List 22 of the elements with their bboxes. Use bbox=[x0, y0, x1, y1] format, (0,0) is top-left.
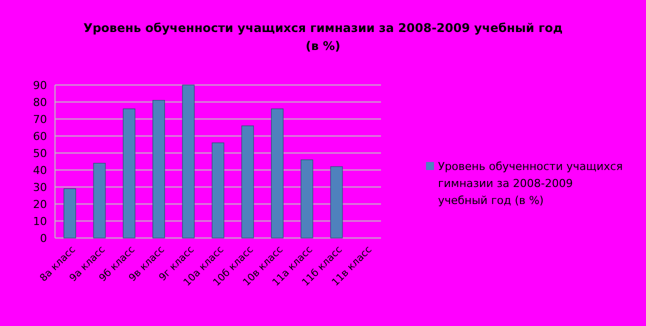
bar bbox=[152, 100, 165, 238]
y-tick-label: 80 bbox=[33, 96, 47, 109]
legend-label: Уровень обученности учащихся гимназии за 2008-2009 учебный год (в %) bbox=[438, 160, 623, 207]
bar bbox=[330, 166, 343, 238]
bar bbox=[122, 108, 136, 238]
y-tick-label: 50 bbox=[33, 146, 47, 160]
bar bbox=[241, 126, 254, 238]
chart-title: Уровень обученности учащихся гимназии за 2008-2009 учебный год (в %) bbox=[83, 21, 563, 53]
bar bbox=[182, 84, 195, 238]
bar bbox=[271, 108, 284, 238]
y-tick-label: 20 bbox=[33, 198, 47, 211]
bar bbox=[212, 142, 224, 238]
y-tick-label: 10 bbox=[33, 214, 47, 228]
bar bbox=[93, 162, 106, 238]
y-tick-label: 60 bbox=[33, 130, 47, 143]
y-tick-label: 70 bbox=[33, 112, 47, 126]
y-tick-label: 0 bbox=[40, 232, 47, 245]
y-tick-label: 90 bbox=[33, 78, 47, 92]
y-tick-label: 40 bbox=[33, 164, 47, 177]
bar bbox=[300, 160, 314, 238]
y-tick-label: 30 bbox=[33, 180, 47, 194]
bar bbox=[64, 188, 76, 238]
